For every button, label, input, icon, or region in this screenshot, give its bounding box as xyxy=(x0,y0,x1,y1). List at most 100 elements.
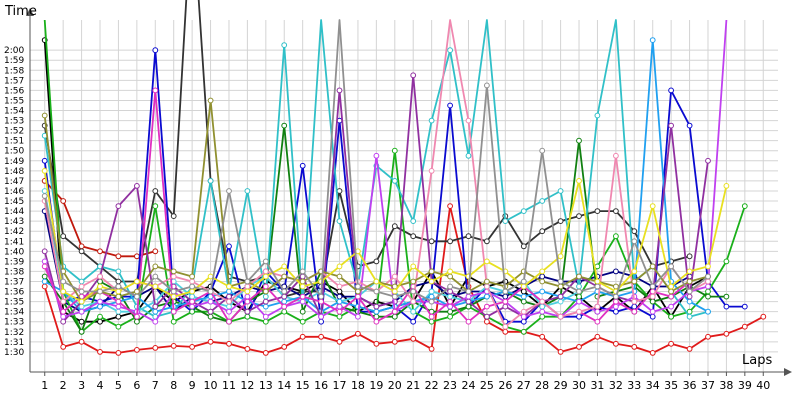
data-point xyxy=(115,350,122,356)
data-point xyxy=(447,268,454,275)
data-point xyxy=(78,303,85,310)
data-point xyxy=(189,273,196,280)
data-point xyxy=(705,308,711,315)
data-point xyxy=(484,318,490,325)
data-point xyxy=(355,293,361,300)
data-point xyxy=(226,243,232,250)
data-point xyxy=(244,288,251,295)
series-dark-red xyxy=(41,178,159,260)
data-point xyxy=(281,344,288,350)
data-point xyxy=(520,243,527,250)
data-point xyxy=(262,268,269,275)
data-point xyxy=(465,117,472,124)
data-point xyxy=(373,303,380,310)
y-tick-label: 1:31 xyxy=(4,338,24,348)
data-point xyxy=(447,47,454,54)
data-point xyxy=(152,203,159,210)
data-point xyxy=(410,218,417,225)
data-point xyxy=(686,122,693,129)
data-point xyxy=(557,313,564,320)
data-point xyxy=(465,293,472,300)
data-point xyxy=(410,263,417,270)
data-point xyxy=(207,288,214,295)
data-point xyxy=(410,233,417,240)
data-point xyxy=(373,340,380,347)
data-point xyxy=(410,298,417,305)
data-point xyxy=(428,346,435,352)
data-point xyxy=(428,238,435,245)
data-point xyxy=(78,328,85,335)
y-tick-label: 1:58 xyxy=(4,66,24,76)
data-point xyxy=(189,308,196,315)
data-point xyxy=(391,273,398,280)
data-point xyxy=(520,313,527,320)
x-tick-label: 5 xyxy=(115,379,122,392)
y-tick-label: 1:46 xyxy=(4,187,24,197)
data-point xyxy=(336,288,343,295)
data-point xyxy=(465,152,472,159)
data-point xyxy=(262,273,269,280)
y-tick-label: 1:44 xyxy=(4,207,24,217)
data-point xyxy=(207,178,214,184)
data-point xyxy=(41,273,48,280)
x-tick-label: 36 xyxy=(683,379,697,392)
data-point xyxy=(41,112,48,119)
data-point xyxy=(134,347,140,353)
x-tick-label: 3 xyxy=(78,379,85,392)
x-tick-label: 37 xyxy=(701,379,715,392)
data-point xyxy=(686,346,693,352)
data-point xyxy=(649,263,656,270)
data-point xyxy=(557,293,564,300)
data-point xyxy=(244,283,251,290)
data-point xyxy=(226,188,232,194)
data-point xyxy=(244,346,251,352)
y-tick-label: 1:38 xyxy=(4,267,24,277)
data-point xyxy=(760,313,767,320)
y-tick-label: 1:45 xyxy=(4,197,24,207)
data-point xyxy=(539,308,546,315)
data-point xyxy=(631,278,638,285)
data-point xyxy=(613,283,619,290)
data-point xyxy=(465,303,472,310)
data-point xyxy=(189,293,196,300)
data-point xyxy=(336,263,343,270)
x-tick-label: 26 xyxy=(498,379,512,392)
data-point xyxy=(391,338,398,345)
x-tick-label: 21 xyxy=(406,379,420,392)
data-point xyxy=(152,188,159,194)
y-axis-arrow xyxy=(26,8,34,16)
x-tick-label: 39 xyxy=(738,379,752,392)
data-point xyxy=(668,263,674,270)
data-point xyxy=(299,308,306,315)
data-point xyxy=(502,298,509,305)
data-point xyxy=(520,293,527,300)
data-point xyxy=(447,288,454,295)
data-point xyxy=(78,298,85,305)
y-tick-label: 1:36 xyxy=(4,288,24,298)
data-point xyxy=(226,303,232,310)
y-tick-label: 1:32 xyxy=(4,328,24,338)
data-point xyxy=(649,293,656,300)
data-point xyxy=(134,318,140,325)
data-point xyxy=(281,293,288,300)
y-tick-label: 1:53 xyxy=(4,117,24,127)
x-tick-label: 31 xyxy=(590,379,604,392)
data-point xyxy=(686,268,693,275)
data-point xyxy=(373,318,380,325)
data-point xyxy=(649,283,656,290)
data-point xyxy=(115,298,122,305)
data-point xyxy=(447,102,454,109)
data-point xyxy=(152,87,159,94)
data-point xyxy=(410,72,417,79)
data-point xyxy=(576,344,582,350)
y-tick-label: 1:40 xyxy=(4,247,24,257)
data-point xyxy=(299,318,306,325)
data-point xyxy=(613,268,619,275)
x-tick-label: 23 xyxy=(443,379,457,392)
x-tick-label: 18 xyxy=(351,379,365,392)
data-point xyxy=(60,288,67,295)
y-tick-label: 1:33 xyxy=(4,318,24,328)
data-point xyxy=(391,293,398,300)
data-point xyxy=(207,338,214,345)
data-point xyxy=(465,318,472,325)
